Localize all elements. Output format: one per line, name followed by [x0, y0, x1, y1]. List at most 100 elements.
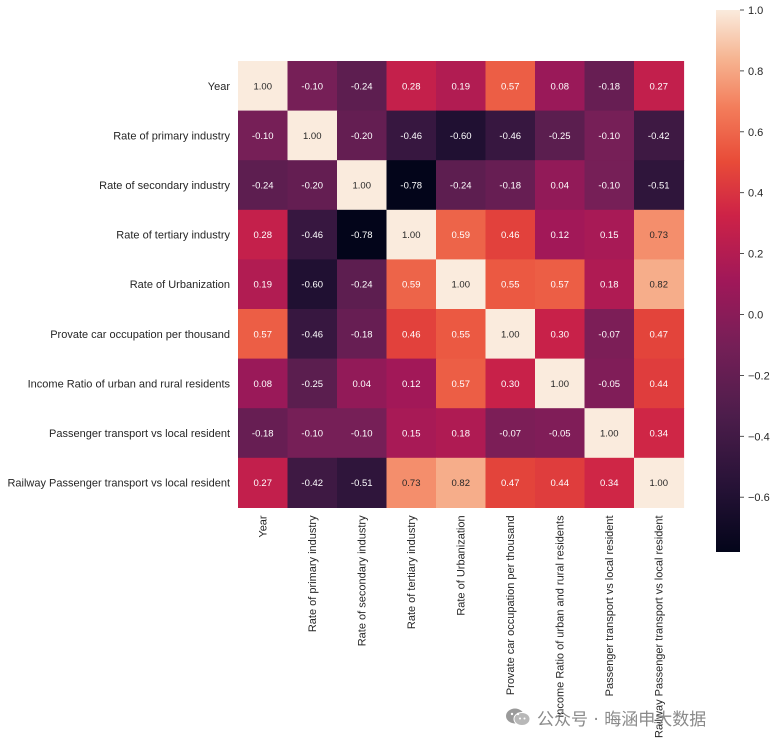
heatmap-cell	[535, 457, 586, 508]
cell-value-label: -0.10	[252, 131, 274, 142]
x-tick-label: Rate of Urbanization	[456, 515, 468, 615]
heatmap-cell	[535, 259, 586, 310]
heatmap-cell	[634, 259, 685, 310]
heatmap-cell	[287, 61, 338, 112]
cell-value-label: 0.47	[501, 478, 520, 489]
heatmap-cell	[436, 209, 487, 260]
x-axis-tick-labels: Year Rate of primary industry Rate of seco…	[258, 515, 666, 738]
heatmap-cell	[238, 209, 289, 260]
cell-value-label: 0.82	[452, 478, 471, 489]
cell-value-label: -0.18	[252, 429, 274, 440]
heatmap-cell	[337, 209, 388, 260]
heatmap-cell	[287, 209, 338, 260]
cell-value-label: 0.57	[254, 329, 273, 340]
x-tick-label: Passenger transport vs local resident	[604, 515, 616, 696]
x-tick-label: Railway Passenger transport vs local res…	[654, 515, 666, 738]
heatmap-cell	[436, 358, 487, 409]
cell-value-label: 0.55	[501, 280, 520, 291]
heatmap-cell	[584, 457, 635, 508]
cell-value-label: 0.08	[551, 81, 570, 92]
heatmap-cell	[535, 160, 586, 211]
heatmap-cell	[485, 209, 536, 260]
heatmap-cell	[337, 61, 388, 112]
heatmap-cell	[485, 457, 536, 508]
cell-value-label: 0.04	[551, 181, 570, 192]
heatmap-cell	[584, 61, 635, 112]
heatmap-cell	[386, 110, 437, 161]
heatmap-cell	[238, 259, 289, 310]
cell-value-label: -0.46	[400, 131, 422, 142]
colorbar-tick-labels: −0.6 −0.4 −0.2 0.0 0.2 0.4 0.6 0.8 1.0	[740, 5, 770, 504]
colorbar-tick-label: 1.0	[748, 5, 763, 17]
cell-value-label: -0.42	[648, 131, 670, 142]
watermark: 公众号 · 晦涵申大数据	[505, 703, 706, 731]
cell-value-label: -0.46	[499, 131, 521, 142]
heatmap-cell	[584, 358, 635, 409]
heatmap-cell	[584, 408, 635, 459]
x-tick-label: Rate of secondary industry	[357, 515, 369, 646]
y-axis-tick-labels: Year Rate of primary industry Rate of seco…	[7, 81, 230, 490]
cell-value-label: 0.19	[254, 280, 273, 291]
cell-value-label: -0.60	[301, 280, 323, 291]
cell-value-label: 0.44	[650, 379, 669, 390]
cell-value-label: 1.00	[551, 379, 570, 390]
cell-value-label: -0.18	[351, 329, 373, 340]
cell-value-label: -0.18	[499, 181, 521, 192]
cell-value-label: -0.24	[450, 181, 472, 192]
cell-value-label: -0.10	[598, 131, 620, 142]
cell-value-label: 0.12	[551, 230, 570, 241]
cell-value-label: 0.57	[551, 280, 570, 291]
cell-value-label: 0.18	[452, 429, 471, 440]
cell-value-label: 0.30	[551, 329, 570, 340]
cell-value-label: 0.28	[402, 81, 421, 92]
heatmap-cell	[386, 209, 437, 260]
cell-value-label: 0.27	[650, 81, 669, 92]
heatmap-cell	[337, 408, 388, 459]
heatmap-cell	[238, 457, 289, 508]
heatmap-cell	[436, 160, 487, 211]
x-tick-label: Year	[258, 515, 270, 538]
heatmap-cell	[584, 309, 635, 360]
wechat-icon	[506, 708, 531, 726]
cell-value-label: -0.05	[549, 429, 571, 440]
cell-value-label: -0.78	[351, 230, 373, 241]
heatmap-cell	[238, 408, 289, 459]
heatmap-cell	[287, 408, 338, 459]
colorbar	[716, 10, 740, 552]
y-tick-label: Passenger transport vs local resident	[49, 428, 230, 440]
heatmap-cell	[485, 160, 536, 211]
colorbar-tick-label: 0.4	[748, 188, 763, 200]
cell-value-label: 0.44	[551, 478, 570, 489]
heatmap-cell	[386, 259, 437, 310]
cell-value-label: -0.46	[301, 329, 323, 340]
cell-value-label: 0.46	[501, 230, 520, 241]
cell-value-label: 0.73	[650, 230, 669, 241]
cell-value-label: 0.57	[501, 81, 520, 92]
heatmap-cell	[386, 457, 437, 508]
cell-value-label: 0.34	[650, 429, 669, 440]
watermark-text: 公众号 · 晦涵申大数据	[537, 709, 707, 730]
cell-value-label: -0.18	[598, 81, 620, 92]
cell-value-label: 0.82	[650, 280, 669, 291]
cell-value-label: 0.57	[452, 379, 471, 390]
cell-value-label: 0.55	[452, 329, 471, 340]
heatmap-cell	[584, 259, 635, 310]
cell-value-label: 0.47	[650, 329, 669, 340]
heatmap-cell	[436, 61, 487, 112]
cell-value-label: 1.00	[600, 429, 619, 440]
heatmap-cell-labels: 1.00 -0.10 -0.24 0.28 0.19 0.57 0.08 -0.18 0.27 -…	[252, 81, 670, 489]
colorbar-tick-label: 0.2	[748, 249, 763, 261]
cell-value-label: 1.00	[650, 478, 669, 489]
cell-value-label: 1.00	[353, 181, 372, 192]
heatmap-cell	[485, 259, 536, 310]
heatmap-cell	[584, 160, 635, 211]
heatmap-cell	[386, 309, 437, 360]
heatmap-cell	[584, 209, 635, 260]
heatmap-cell	[238, 110, 289, 161]
cell-value-label: 1.00	[254, 81, 273, 92]
x-tick-label: Rate of tertiary industry	[406, 515, 418, 629]
heatmap-cell	[634, 408, 685, 459]
heatmap-cell	[287, 457, 338, 508]
heatmap-cell	[634, 110, 685, 161]
